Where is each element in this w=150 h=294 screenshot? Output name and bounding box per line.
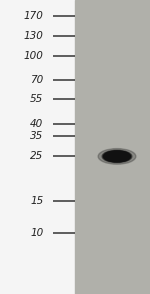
Text: 25: 25 [30,151,44,161]
Text: 170: 170 [24,11,44,21]
Text: 35: 35 [30,131,44,141]
Text: 40: 40 [30,119,44,129]
Text: 55: 55 [30,94,44,104]
Ellipse shape [98,148,136,164]
Text: 130: 130 [24,31,44,41]
Ellipse shape [102,150,132,163]
Text: 100: 100 [24,51,44,61]
Bar [75,0,150,294]
Bar [0,0,75,294]
Text: 15: 15 [30,196,44,206]
Text: 70: 70 [30,75,44,85]
Text: 10: 10 [30,228,44,238]
Ellipse shape [103,151,130,162]
